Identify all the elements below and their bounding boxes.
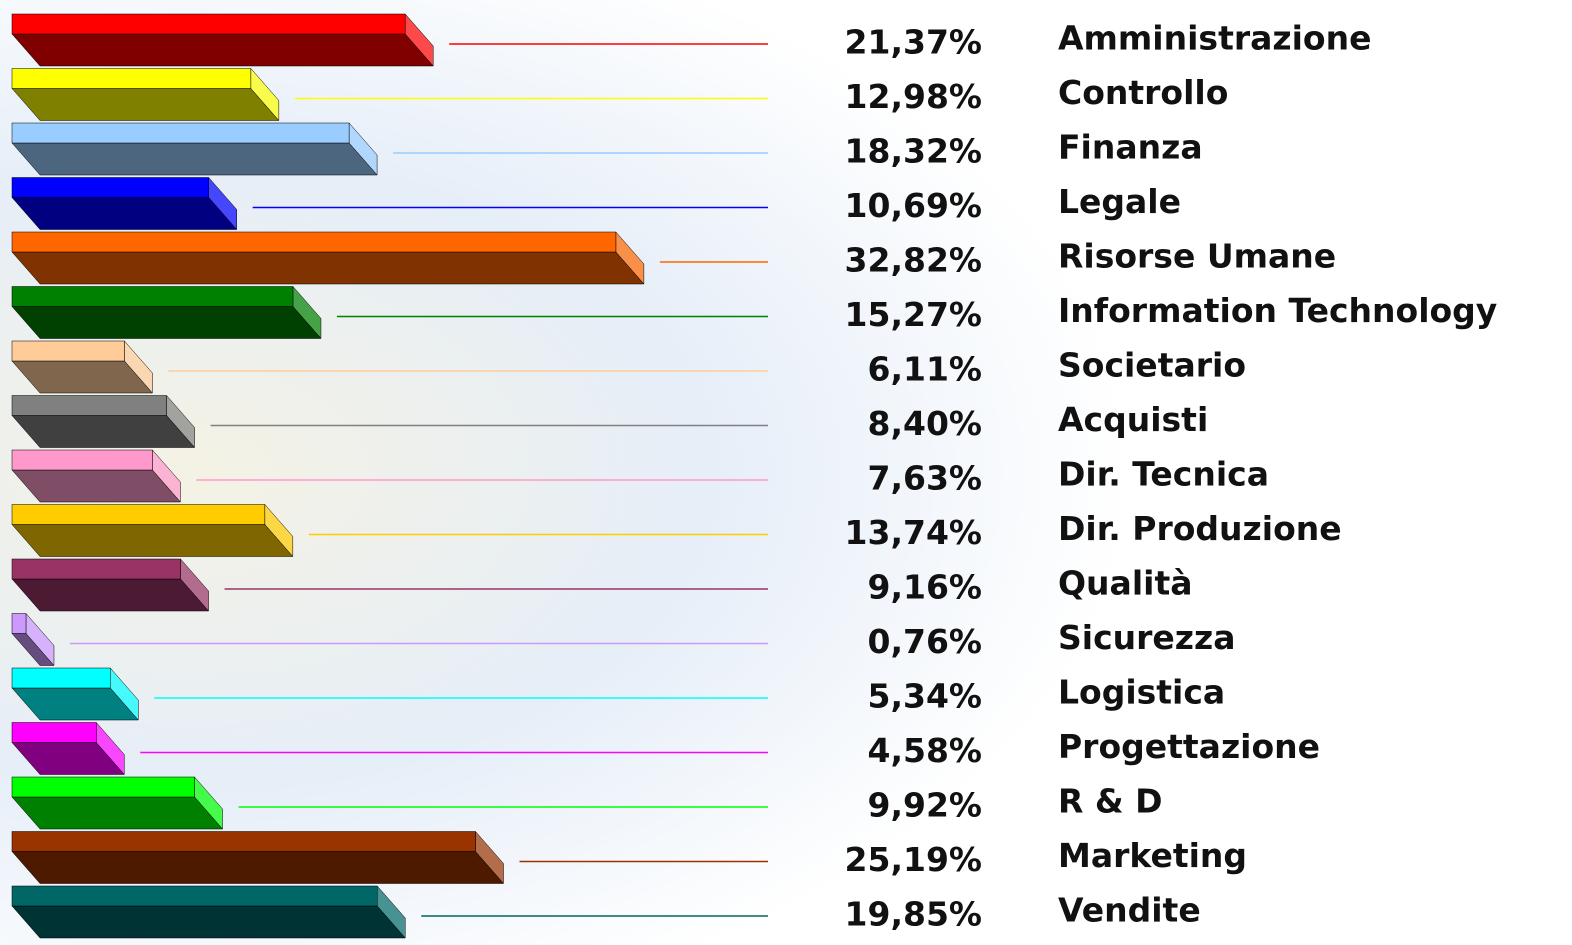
value-label: 9,92%	[868, 786, 983, 825]
value-label: 18,32%	[845, 132, 982, 171]
bar-front	[11, 469, 181, 503]
bar-front	[11, 251, 645, 285]
value-label: 19,85%	[845, 895, 982, 934]
category-label: Marketing	[1058, 836, 1247, 875]
bar-top	[11, 286, 294, 307]
category-label: Logistica	[1058, 673, 1225, 712]
category-label: Sicurezza	[1058, 618, 1235, 657]
category-label: Qualità	[1058, 564, 1192, 603]
bar-front	[11, 578, 210, 612]
value-label: 4,58%	[868, 731, 983, 770]
bar-top	[11, 395, 167, 416]
bar-front	[11, 33, 434, 67]
category-label: Controllo	[1058, 73, 1228, 112]
value-label: 12,98%	[845, 77, 982, 116]
bar-top	[11, 667, 111, 689]
bar-front	[11, 88, 280, 121]
bar-top	[11, 13, 406, 35]
bar-front	[11, 524, 294, 557]
value-label: 21,37%	[845, 23, 982, 62]
category-label: Vendite	[1058, 891, 1201, 930]
value-label: 25,19%	[845, 840, 982, 879]
bar-front	[11, 905, 406, 939]
bar-front	[11, 415, 196, 448]
category-label: Amministrazione	[1058, 19, 1371, 58]
category-label: Information Technology	[1058, 291, 1497, 330]
bar-top	[11, 122, 350, 144]
value-label: 0,76%	[868, 622, 983, 661]
bar-top	[11, 177, 209, 198]
bar-top	[11, 776, 195, 798]
bar-front	[11, 851, 505, 884]
bar-top	[11, 722, 97, 743]
bar-top	[11, 340, 125, 362]
bar-top	[11, 504, 266, 525]
category-label: Risorse Umane	[1058, 237, 1336, 276]
category-label: Legale	[1058, 182, 1181, 221]
category-label: Dir. Tecnica	[1058, 455, 1269, 494]
value-label: 32,82%	[845, 241, 982, 280]
value-label: 15,27%	[845, 295, 982, 334]
bar-front	[11, 796, 224, 830]
bar-front	[11, 197, 238, 230]
value-label: 6,11%	[868, 350, 983, 389]
bar-top	[11, 68, 252, 89]
bar-top	[11, 885, 378, 907]
bar-top	[11, 613, 27, 634]
value-label: 5,34%	[868, 677, 983, 716]
bar-front	[11, 306, 322, 339]
value-label: 7,63%	[868, 459, 983, 498]
bar-top	[11, 231, 617, 253]
value-label: 9,16%	[868, 568, 983, 607]
category-label: Finanza	[1058, 128, 1203, 167]
value-label: 13,74%	[845, 513, 982, 552]
category-label: Societario	[1058, 346, 1246, 385]
value-label: 8,40%	[868, 404, 983, 443]
bar-front	[11, 142, 378, 176]
bar-top	[11, 558, 181, 580]
category-label: Progettazione	[1058, 727, 1320, 766]
category-label: Acquisti	[1058, 400, 1208, 439]
bar-top	[11, 831, 476, 852]
bar-top	[11, 449, 153, 471]
value-label: 10,69%	[845, 186, 982, 225]
category-label: Dir. Produzione	[1058, 509, 1342, 548]
category-label: R & D	[1058, 782, 1163, 821]
